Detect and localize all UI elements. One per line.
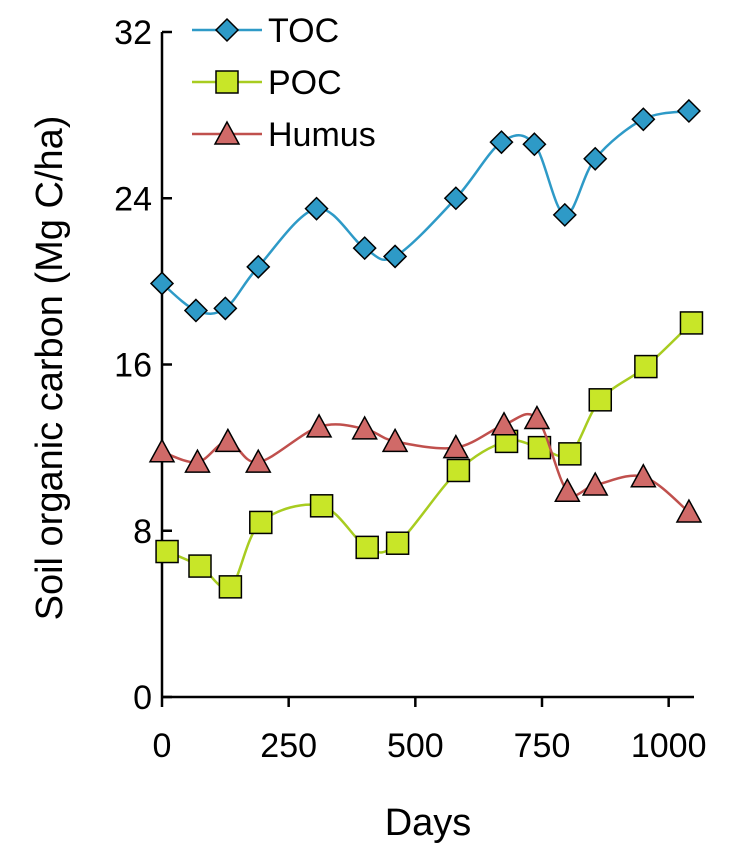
legend-item-poc: POC: [192, 64, 342, 102]
data-point-poc: [588, 388, 613, 412]
data-point-humus: [581, 471, 609, 496]
data-point-poc: [558, 442, 582, 466]
data-point-poc: [188, 554, 212, 578]
data-point-toc: [443, 186, 468, 211]
series-line-humus: [161, 412, 690, 514]
data-point-poc: [249, 510, 273, 535]
data-point-humus: [184, 448, 211, 473]
axes: 0 8 16 24 32 0 250 500 750 1000: [114, 14, 706, 765]
data-point-humus: [245, 448, 272, 473]
data-point-humus: [305, 413, 333, 438]
x-tick-label: 500: [387, 727, 444, 765]
y-tick-label: 0: [133, 679, 152, 717]
series-humus: [148, 404, 703, 523]
data-point-toc: [246, 254, 271, 279]
data-point-poc: [385, 531, 410, 555]
legend-item-humus: Humus: [192, 116, 376, 154]
data-point-toc: [383, 244, 408, 269]
data-point-humus: [675, 498, 703, 523]
data-point-humus: [554, 477, 581, 503]
data-point-poc: [355, 535, 379, 560]
data-point-humus: [148, 438, 176, 463]
legend-label-poc: POC: [268, 64, 342, 102]
data-point-humus: [381, 427, 409, 453]
y-tick-label: 16: [114, 347, 152, 385]
data-point-toc: [583, 146, 608, 171]
legend-marker-toc: [214, 17, 240, 43]
data-point-poc: [446, 458, 471, 483]
legend-item-toc: TOC: [192, 12, 339, 50]
data-point-toc: [149, 271, 175, 296]
data-point-poc: [155, 539, 179, 564]
data-point-poc: [309, 494, 334, 518]
x-axis-title: Days: [385, 802, 472, 844]
series-toc: [149, 98, 701, 323]
legend-label-humus: Humus: [268, 116, 376, 154]
x-tick-label: 0: [153, 727, 172, 765]
series-line-poc: [166, 322, 693, 590]
series-poc: [155, 311, 704, 599]
y-axis-title: Soil organic carbon (Mg C/ha): [29, 116, 71, 621]
data-point-toc: [676, 98, 701, 124]
data-point-humus: [490, 411, 518, 436]
data-point-poc: [634, 354, 658, 379]
data-point-toc: [552, 202, 577, 227]
x-tick-label: 1000: [631, 727, 707, 765]
data-point-humus: [442, 434, 470, 459]
series-layer: [148, 98, 704, 599]
data-point-humus: [630, 463, 657, 488]
data-point-toc: [213, 296, 238, 321]
data-point-humus: [214, 427, 242, 453]
x-tick-label: 750: [514, 727, 571, 765]
series-line-toc: [161, 109, 690, 315]
x-tick-label: 250: [260, 727, 317, 765]
data-point-poc: [679, 311, 704, 335]
data-point-toc: [489, 130, 514, 155]
y-tick-label: 8: [133, 513, 152, 551]
data-point-toc: [631, 107, 656, 132]
data-point-humus: [523, 404, 551, 430]
data-point-toc: [522, 132, 547, 157]
legend-marker-poc: [215, 70, 239, 94]
data-point-toc: [352, 236, 377, 261]
data-point-poc: [218, 575, 243, 599]
y-tick-label: 24: [114, 180, 152, 218]
legend: TOC POC Humus: [192, 12, 376, 154]
legend-label-toc: TOC: [268, 12, 339, 50]
legend-marker-humus: [213, 120, 241, 145]
data-point-toc: [304, 196, 329, 221]
y-tick-label: 32: [114, 14, 152, 52]
data-point-humus: [351, 415, 378, 440]
data-point-toc: [183, 298, 209, 323]
